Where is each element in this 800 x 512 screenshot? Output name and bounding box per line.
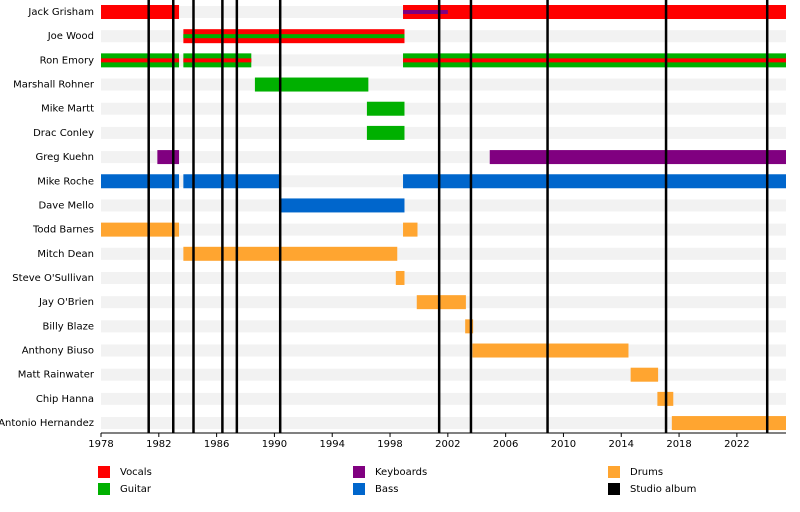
legend-swatch: [608, 483, 620, 495]
legend-swatch: [98, 466, 110, 478]
tenure-bar: [101, 174, 180, 189]
member-label: Jay O'Brien: [38, 297, 94, 308]
tenure-bar: [101, 5, 180, 19]
member-label: Antonio Hernandez: [0, 418, 94, 429]
legend-swatch: [353, 466, 365, 478]
row-band: [101, 417, 786, 430]
x-tick-label: 2022: [724, 439, 749, 450]
row-band: [101, 126, 786, 139]
row-band: [101, 199, 786, 212]
member-label: Anthony Biuso: [22, 346, 94, 357]
tenure-bar: [472, 343, 629, 358]
tenure-stripe: [403, 58, 786, 63]
row-band: [101, 247, 786, 260]
tenure-bar: [416, 295, 466, 310]
legend-label: Keyboards: [375, 467, 427, 478]
x-tick-label: 1982: [146, 439, 171, 450]
row-band: [101, 102, 786, 115]
row-band: [101, 368, 786, 381]
legend-swatch: [98, 483, 110, 495]
tenure-stripe: [183, 34, 405, 39]
row-band: [101, 78, 786, 91]
tenure-bar: [254, 77, 369, 92]
tenure-bar: [366, 125, 405, 140]
tenure-bar: [630, 367, 659, 382]
tenure-stripe: [101, 58, 180, 63]
tenure-bar: [403, 222, 418, 237]
row-band: [101, 271, 786, 284]
row-band: [101, 223, 786, 236]
member-label: Steve O'Sullivan: [12, 273, 94, 284]
tenure-bar: [403, 5, 786, 19]
tenure-bar: [395, 270, 405, 285]
tenure-bar: [465, 319, 474, 334]
x-tick-label: 1994: [319, 439, 344, 450]
member-label: Ron Emory: [40, 55, 94, 66]
row-band: [101, 392, 786, 405]
member-label: Mitch Dean: [37, 249, 94, 260]
tenure-bar: [183, 246, 398, 261]
member-label: Chip Hanna: [36, 394, 94, 405]
tenure-bar: [157, 150, 180, 165]
member-label: Joe Wood: [47, 31, 94, 42]
member-label: Dave Mello: [38, 200, 94, 211]
x-tick-label: 2006: [493, 439, 518, 450]
tenure-stripe: [183, 58, 252, 63]
x-tick-label: 2014: [609, 439, 634, 450]
tenure-bar: [489, 150, 786, 165]
tenure-stripe: [403, 10, 448, 14]
member-label: Jack Grisham: [27, 7, 94, 18]
x-tick-label: 2018: [666, 439, 691, 450]
row-band: [101, 320, 786, 333]
legend-label: Bass: [375, 484, 398, 495]
x-tick-label: 1978: [88, 439, 113, 450]
x-tick-label: 1990: [262, 439, 287, 450]
legend-label: Studio album: [630, 484, 696, 495]
member-label: Greg Kuehn: [35, 152, 94, 163]
tenure-bar: [101, 222, 180, 237]
legend-label: Vocals: [120, 467, 152, 478]
member-label: Matt Rainwater: [18, 370, 95, 381]
member-label: Drac Conley: [33, 128, 94, 139]
tenure-bar: [280, 198, 405, 213]
tenure-bar: [366, 101, 405, 116]
tenure-bar: [671, 416, 786, 431]
x-tick-label: 2002: [435, 439, 460, 450]
x-tick-label: 2010: [551, 439, 576, 450]
x-tick-label: 1986: [204, 439, 229, 450]
member-label: Mike Roche: [37, 176, 94, 187]
member-label: Billy Blaze: [43, 321, 94, 332]
member-label: Mike Martt: [41, 104, 94, 115]
legend-label: Drums: [630, 467, 663, 478]
tenure-bar: [403, 174, 786, 189]
legend-swatch: [353, 483, 365, 495]
legend-label: Guitar: [120, 484, 152, 495]
member-label: Todd Barnes: [32, 225, 94, 236]
tenure-bar: [183, 174, 281, 189]
row-band: [101, 344, 786, 357]
member-label: Marshall Rohner: [13, 80, 95, 91]
x-tick-label: 1998: [377, 439, 402, 450]
legend-swatch: [608, 466, 620, 478]
